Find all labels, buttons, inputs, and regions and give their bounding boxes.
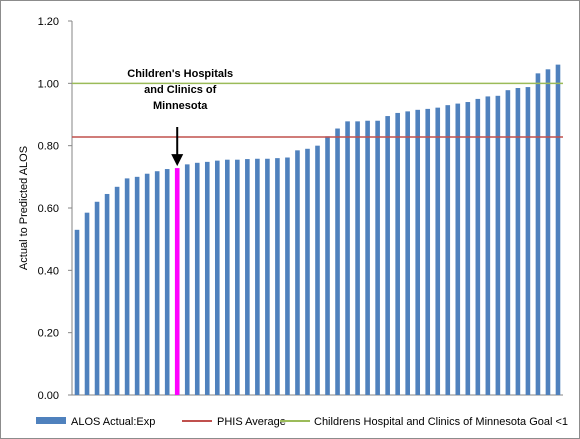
bar — [164, 169, 170, 395]
bar — [114, 186, 120, 395]
bar — [435, 107, 441, 395]
bar — [84, 212, 90, 395]
y-tick-label: 0.60 — [38, 203, 59, 215]
bar — [134, 176, 140, 395]
bar — [225, 159, 230, 395]
annotation-text: Children's Hospitals — [127, 68, 233, 80]
bar — [104, 193, 110, 395]
y-tick-label: 0.00 — [38, 390, 59, 402]
bar — [515, 88, 521, 395]
bar — [535, 73, 541, 396]
bar — [385, 116, 390, 395]
bar — [465, 102, 471, 396]
bar — [194, 162, 200, 395]
bar — [94, 201, 100, 395]
y-axis-title: Actual to Predicted ALOS — [18, 146, 30, 270]
y-tick-label: 0.20 — [38, 328, 59, 340]
bars-group — [74, 64, 561, 396]
bar — [255, 158, 260, 395]
annotation-text: Minnesota — [153, 100, 208, 112]
legend-label-bars: ALOS Actual:Exp — [71, 416, 155, 428]
bar — [235, 159, 240, 395]
bar — [144, 173, 150, 395]
annotation-arrow-head — [171, 154, 184, 167]
y-tick-label: 1.20 — [38, 16, 59, 28]
bar — [214, 160, 220, 395]
bar — [124, 178, 130, 395]
bar — [184, 164, 190, 395]
legend-swatch-bars — [36, 417, 66, 424]
y-axis-tick-labels: 0.00 0.20 0.40 0.60 0.80 1.00 1.20 — [38, 16, 72, 402]
bar — [475, 98, 481, 396]
bar — [285, 157, 290, 395]
bar — [485, 96, 491, 395]
bar — [204, 161, 210, 395]
bar — [305, 148, 310, 395]
legend-label-line: PHIS Average — [217, 416, 286, 428]
y-tick-label: 1.00 — [38, 78, 59, 90]
bar — [295, 150, 300, 395]
bar — [405, 111, 410, 395]
bar — [275, 158, 280, 395]
bar — [425, 108, 431, 395]
bar — [345, 121, 350, 396]
bar — [315, 145, 320, 395]
bar — [545, 69, 551, 395]
y-tick-label: 0.80 — [38, 141, 59, 153]
legend-label-line: Childrens Hospital and Clinics of Minnes… — [314, 416, 568, 428]
bar — [355, 121, 360, 396]
bar — [375, 120, 380, 395]
bar — [455, 103, 461, 395]
annotation-text: and Clinics of — [144, 84, 216, 96]
bar — [555, 64, 561, 395]
y-tick-label: 0.40 — [38, 265, 59, 277]
bar — [445, 105, 451, 396]
hospital-annotation: Children's Hospitals and Clinics of Minnes… — [127, 68, 233, 167]
bar — [495, 95, 501, 396]
bar — [395, 112, 400, 396]
bar — [415, 109, 421, 395]
bar — [505, 90, 511, 395]
bar — [525, 87, 531, 395]
reference-lines — [72, 82, 563, 138]
bar — [154, 171, 160, 395]
bar — [245, 159, 250, 395]
bar — [365, 120, 370, 395]
bar — [265, 158, 270, 395]
bar — [325, 136, 330, 396]
bar-highlighted-hospital — [174, 168, 180, 395]
bar — [74, 229, 80, 395]
legend: ALOS Actual:Exp PHIS Average Childrens Hos… — [36, 416, 568, 428]
bar — [335, 128, 340, 395]
